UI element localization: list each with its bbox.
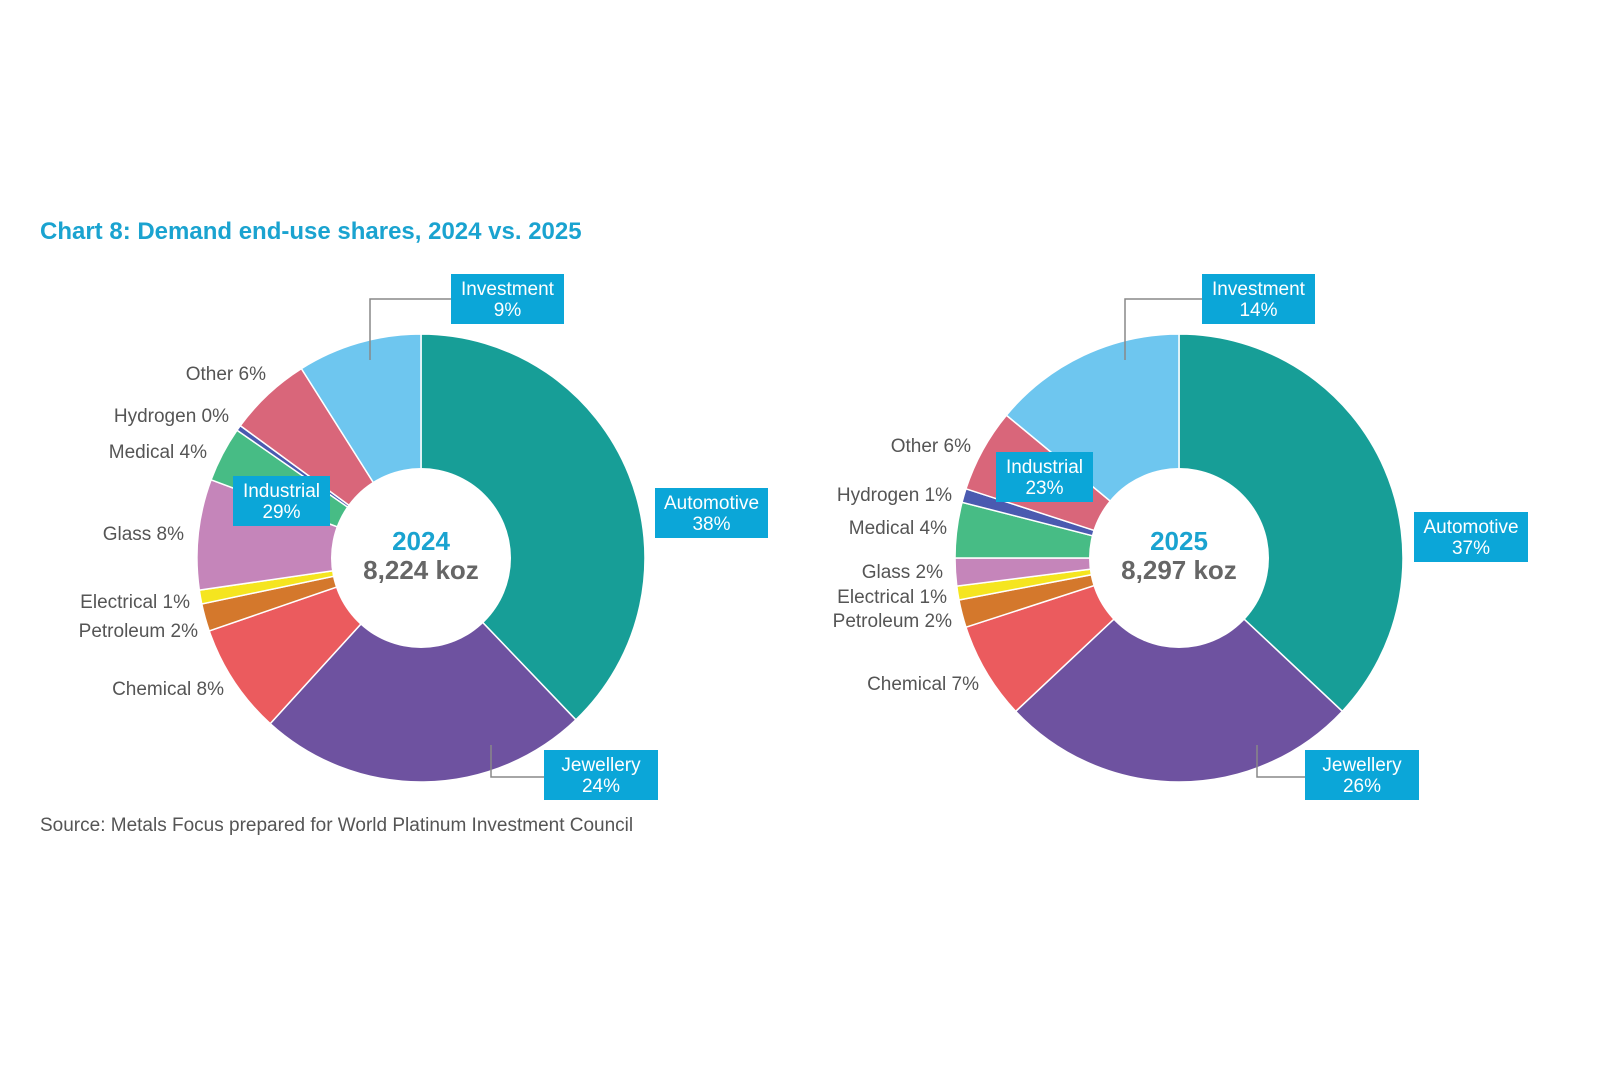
- leader-line-investment: [1124, 298, 1202, 360]
- boxed-label-name: Jewellery: [561, 755, 641, 776]
- slice-automotive: [1178, 333, 1404, 713]
- slice-label-other: Other 6%: [186, 364, 266, 385]
- source-note: Source: Metals Focus prepared for World …: [40, 815, 634, 836]
- center-total: 8,224 koz: [363, 555, 479, 585]
- slice-label-electrical: Electrical 1%: [837, 587, 947, 608]
- boxed-label-name: Investment: [1212, 279, 1306, 300]
- boxed-label-name: Industrial: [1006, 457, 1083, 478]
- slice-label-chemical: Chemical 8%: [112, 679, 224, 700]
- boxed-label-pct: 38%: [692, 514, 730, 535]
- slice-label-petroleum: Petroleum 2%: [79, 621, 198, 642]
- slice-automotive: [420, 333, 646, 721]
- slice-label-glass: Glass 2%: [862, 562, 943, 583]
- slice-jewellery: [269, 556, 577, 783]
- boxed-label-pct: 37%: [1452, 538, 1490, 559]
- leader-line-investment: [369, 298, 451, 360]
- slice-label-hydrogen: Hydrogen 0%: [114, 406, 229, 427]
- label-box: [996, 452, 1093, 502]
- slice-jewellery: [1014, 556, 1344, 783]
- center-year: 2024: [392, 526, 450, 556]
- slice-label-petroleum: Petroleum 2%: [833, 611, 952, 632]
- label-box: [1202, 274, 1315, 324]
- boxed-label-name: Automotive: [664, 493, 759, 514]
- label-box: [1305, 750, 1419, 800]
- boxed-label-pct: 26%: [1343, 776, 1381, 797]
- center-year: 2025: [1150, 526, 1208, 556]
- boxed-label-pct: 9%: [494, 300, 522, 321]
- slice-label-electrical: Electrical 1%: [80, 592, 190, 613]
- donut-hole: [1089, 468, 1269, 648]
- label-box: [451, 274, 564, 324]
- boxed-label-name: Industrial: [243, 481, 320, 502]
- boxed-label-pct: 14%: [1239, 300, 1277, 321]
- chart-title: Chart 8: Demand end-use shares, 2024 vs.…: [40, 218, 582, 245]
- label-box: [544, 750, 658, 800]
- boxed-label-pct: 23%: [1025, 478, 1063, 499]
- slice-label-medical: Medical 4%: [109, 442, 207, 463]
- boxed-label-name: Automotive: [1423, 517, 1518, 538]
- slice-label-medical: Medical 4%: [849, 518, 947, 539]
- donut-hole: [331, 468, 511, 648]
- slice-label-glass: Glass 8%: [103, 524, 184, 545]
- label-box: [655, 488, 768, 538]
- boxed-label-pct: 29%: [262, 502, 300, 523]
- boxed-label-name: Jewellery: [1322, 755, 1402, 776]
- label-box: [1414, 512, 1528, 562]
- leader-line-jewellery: [490, 745, 544, 778]
- boxed-label-pct: 24%: [582, 776, 620, 797]
- label-box: [233, 476, 330, 526]
- boxed-label-name: Investment: [461, 279, 555, 300]
- slice-label-hydrogen: Hydrogen 1%: [837, 485, 952, 506]
- center-total: 8,297 koz: [1121, 555, 1237, 585]
- slice-label-other: Other 6%: [891, 436, 971, 457]
- leader-line-jewellery: [1256, 745, 1305, 778]
- slice-label-chemical: Chemical 7%: [867, 674, 979, 695]
